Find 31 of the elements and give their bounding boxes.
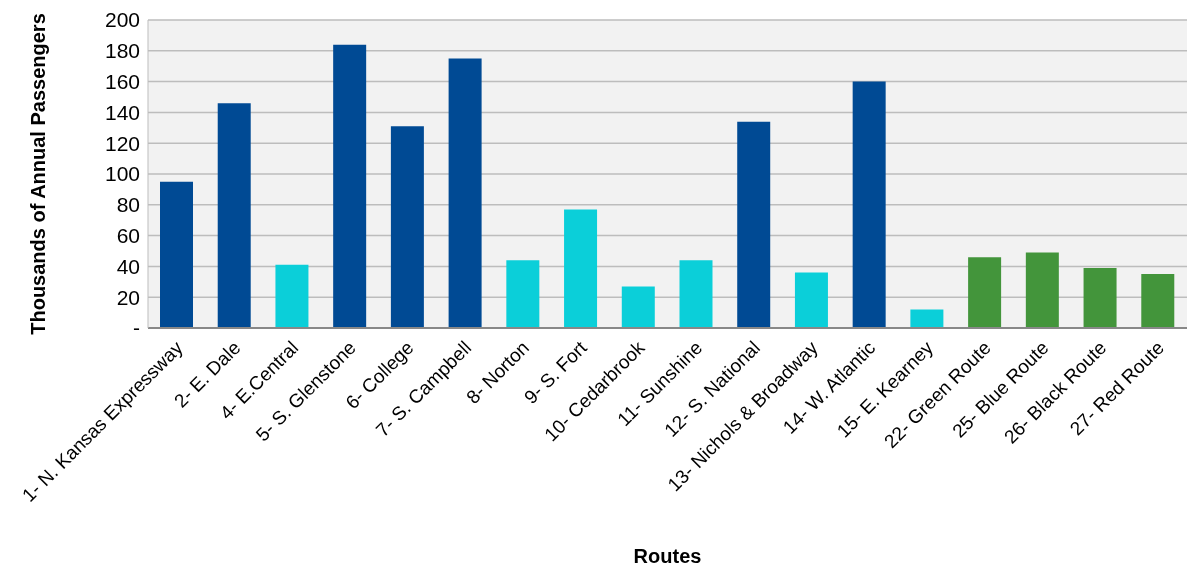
bar [910, 309, 944, 328]
bar [737, 121, 771, 328]
y-tick-label: 200 [104, 8, 140, 32]
bar [564, 209, 598, 328]
bar [275, 264, 309, 328]
x-axis-title: Routes [633, 545, 702, 567]
y-axis-title: Thousands of Annual Passengers [27, 13, 50, 335]
bar [1141, 274, 1175, 328]
bar [390, 126, 424, 328]
y-tick-label: 80 [116, 193, 140, 217]
bar [217, 103, 251, 328]
y-tick-label: - [133, 316, 140, 340]
y-tick-label: 20 [116, 285, 140, 309]
bar [679, 260, 713, 328]
bar [333, 44, 367, 328]
y-tick-label: 40 [116, 254, 140, 278]
bar [1083, 267, 1117, 328]
bar [794, 272, 828, 328]
bar [448, 58, 482, 328]
y-tick-label: 140 [104, 100, 140, 124]
bar [852, 81, 886, 328]
bar [968, 257, 1002, 328]
y-tick-label: 160 [104, 70, 140, 94]
y-tick-label: 180 [104, 39, 140, 63]
y-tick-label: 100 [104, 162, 140, 186]
bar [160, 181, 193, 328]
bar [621, 286, 655, 328]
y-tick-label: 120 [104, 131, 140, 155]
bar [506, 260, 540, 328]
y-tick-label: 60 [116, 224, 140, 248]
bar [1025, 252, 1059, 328]
